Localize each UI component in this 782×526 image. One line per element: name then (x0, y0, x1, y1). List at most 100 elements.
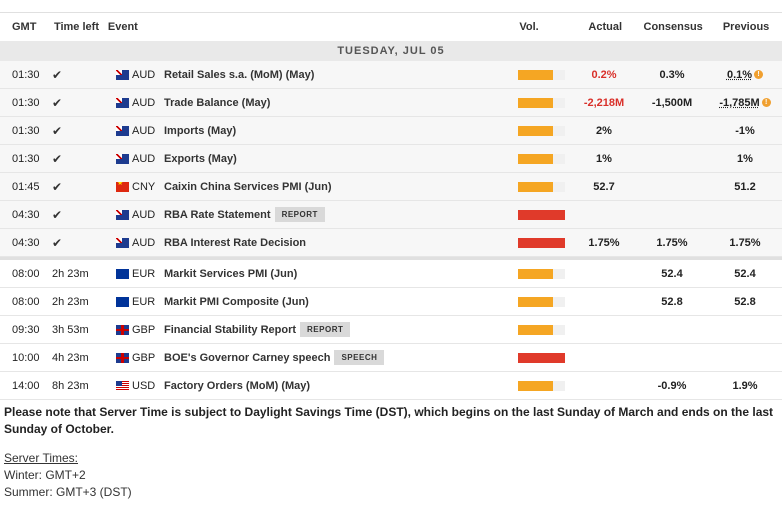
header-vol[interactable]: Vol. (519, 21, 539, 33)
event-actual: 1% (596, 152, 612, 165)
event-row[interactable]: 08:00 2h 23m EUR Markit Services PMI (Jun) 5… (0, 260, 782, 288)
currency-cell: AUD (106, 237, 164, 249)
time-left-cell: ✔ (52, 236, 106, 250)
currency-cell: EUR (106, 296, 164, 308)
event-name-cell: Imports (May) (164, 125, 518, 137)
event-name[interactable]: Exports (May) (164, 152, 237, 165)
event-name[interactable]: Financial Stability Report (164, 323, 297, 336)
day-header: TUESDAY, JUL 05 (0, 41, 782, 61)
now-separator (0, 257, 782, 260)
currency-cell: AUD (106, 97, 164, 109)
header-time-left[interactable]: Time left (53, 21, 99, 33)
currency-cell: GBP (106, 324, 164, 336)
check-icon: ✔ (52, 207, 63, 222)
currency-cell: AUD (106, 153, 164, 165)
revised-info-icon[interactable]: ! (761, 98, 771, 108)
event-name[interactable]: Caixin China Services PMI (Jun) (164, 180, 332, 193)
volatility-fill (518, 97, 554, 108)
volatility-fill (518, 209, 565, 220)
volatility-fill (518, 352, 565, 363)
event-time: 01:30 (12, 124, 40, 137)
event-consensus: -1,500M (651, 96, 693, 109)
event-row[interactable]: 14:00 8h 23m USD Factory Orders (MoM) (May)… (0, 372, 782, 400)
event-time-left: 2h 23m (52, 295, 89, 308)
dst-note: Please note that Server Time is subject … (4, 405, 774, 436)
event-currency: AUD (132, 68, 156, 81)
volatility-bar (518, 237, 565, 248)
event-name[interactable]: BOE's Governor Carney speech (164, 351, 331, 364)
event-time: 10:00 (12, 351, 40, 364)
event-previous: 1% (737, 152, 753, 165)
event-name-cell: Markit PMI Composite (Jun) (164, 296, 518, 308)
volatility-fill (518, 324, 554, 335)
header-actual[interactable]: Actual (588, 21, 623, 33)
revised-info-icon[interactable]: ! (754, 70, 764, 80)
event-name[interactable]: Retail Sales s.a. (MoM) (May) (164, 68, 315, 81)
server-times: Server Times: Winter: GMT+2 Summer: GMT+… (0, 438, 782, 501)
event-previous: 52.8 (734, 295, 756, 308)
header-previous[interactable]: Previous (722, 21, 770, 33)
event-actual: 0.2% (591, 68, 617, 81)
currency-cell: GBP (106, 352, 164, 364)
event-badge[interactable]: SPEECH (334, 350, 385, 365)
event-row[interactable]: 04:30 ✔ AUD RBA Rate Statement REPORT (0, 201, 782, 229)
header-event[interactable]: Event (107, 21, 138, 33)
event-row[interactable]: 01:45 ✔ CNY Caixin China Services PMI (Jun)… (0, 173, 782, 201)
event-row[interactable]: 09:30 3h 53m GBP Financial Stability Report… (0, 316, 782, 344)
event-row[interactable]: 01:30 ✔ AUD Trade Balance (May) -2,218M -1,50… (0, 89, 782, 117)
cny-flag-icon (116, 181, 129, 192)
event-row[interactable]: 01:30 ✔ AUD Retail Sales s.a. (MoM) (May) 0.… (0, 61, 782, 89)
event-name[interactable]: Markit Services PMI (Jun) (164, 267, 298, 280)
event-badge[interactable]: REPORT (300, 322, 351, 337)
volatility-fill (518, 237, 565, 248)
event-name[interactable]: Imports (May) (164, 124, 237, 137)
event-previous: -1,785M (719, 96, 760, 109)
event-row[interactable]: 01:30 ✔ AUD Exports (May) 1% 1% (0, 145, 782, 173)
time-left-cell: 4h 23m (52, 352, 106, 364)
server-summer: Summer: GMT+3 (DST) (4, 485, 132, 499)
header-consensus[interactable]: Consensus (643, 21, 703, 33)
event-name[interactable]: Factory Orders (MoM) (May) (164, 379, 311, 392)
event-currency: GBP (132, 323, 156, 336)
event-time: 01:30 (12, 96, 40, 109)
volatility-bar (518, 97, 565, 108)
event-consensus: 52.8 (661, 295, 683, 308)
event-name-cell: RBA Rate Statement REPORT (164, 207, 518, 222)
volatility-bar (518, 324, 565, 335)
event-row[interactable]: 08:00 2h 23m EUR Markit PMI Composite (Jun)… (0, 288, 782, 316)
aud-flag-icon (116, 69, 129, 80)
event-previous: -1% (735, 124, 755, 137)
volatility-fill (518, 125, 554, 136)
volatility-bar (518, 209, 565, 220)
volatility-cell (518, 97, 573, 108)
event-time-left: 8h 23m (52, 379, 89, 392)
volatility-fill (518, 268, 554, 279)
event-currency: USD (132, 379, 156, 392)
event-name[interactable]: RBA Interest Rate Decision (164, 236, 307, 249)
event-name-cell: Markit Services PMI (Jun) (164, 268, 518, 280)
event-row[interactable]: 10:00 4h 23m GBP BOE's Governor Carney spee… (0, 344, 782, 372)
event-name[interactable]: Trade Balance (May) (164, 96, 271, 109)
volatility-cell (518, 153, 573, 164)
event-name-cell: Financial Stability Report REPORT (164, 322, 518, 337)
previous-cell: 1% (709, 153, 781, 165)
events-list: 01:30 ✔ AUD Retail Sales s.a. (MoM) (May) 0.… (0, 61, 782, 400)
event-row[interactable]: 01:30 ✔ AUD Imports (May) 2% -1% (0, 117, 782, 145)
economic-calendar: GMT Time left Event Vol. Actual Consensu… (0, 12, 782, 501)
server-winter: Winter: GMT+2 (4, 468, 86, 482)
event-row[interactable]: 04:30 ✔ AUD RBA Interest Rate Decision 1.75%… (0, 229, 782, 257)
event-name[interactable]: Markit PMI Composite (Jun) (164, 295, 309, 308)
event-badge[interactable]: REPORT (274, 207, 325, 222)
aud-flag-icon (116, 237, 129, 248)
event-time: 08:00 (12, 267, 40, 280)
time-left-cell: ✔ (52, 180, 106, 194)
event-time-left: 4h 23m (52, 351, 89, 364)
aud-flag-icon (116, 125, 129, 136)
volatility-cell (518, 209, 573, 220)
event-name[interactable]: RBA Rate Statement (164, 208, 271, 221)
previous-cell: -1,785M! (709, 97, 781, 109)
event-time: 08:00 (12, 295, 40, 308)
volatility-cell (518, 181, 573, 192)
event-name-cell: BOE's Governor Carney speech SPEECH (164, 350, 518, 365)
header-gmt[interactable]: GMT (12, 21, 37, 33)
